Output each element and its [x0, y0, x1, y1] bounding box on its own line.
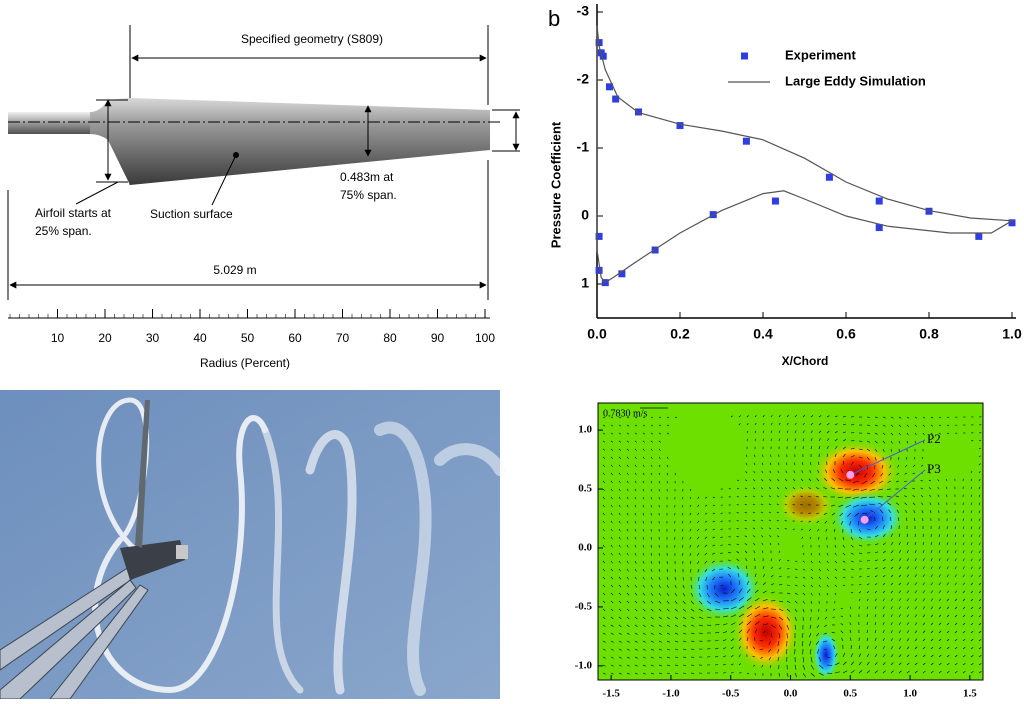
blade — [90, 98, 490, 185]
probe-point — [846, 471, 854, 479]
ruler-tick-label: 30 — [146, 331, 160, 345]
reference-vector: 0.7830 m/s — [603, 408, 648, 419]
y-tick-label: 0.0 — [578, 542, 592, 554]
ruler-tick-label: 70 — [336, 331, 350, 345]
x-tick-label: -1.0 — [662, 688, 680, 699]
data-point — [876, 198, 883, 205]
ruler-tick-label: 20 — [98, 331, 112, 345]
y-tick-label: -0.5 — [575, 600, 593, 612]
chord-note: 0.483m at — [340, 170, 394, 184]
y-tick-label: -3 — [577, 3, 590, 19]
ruler-label: Radius (Percent) — [200, 356, 290, 370]
x-tick-label: -0.5 — [722, 688, 740, 699]
x-tick-label: 1.0 — [1002, 326, 1022, 342]
y-tick-label: 1 — [581, 275, 589, 291]
cp-chart: b X/Chord Pressure Coefficient 0.0 0.2 0.4… — [548, 3, 1022, 368]
leader-line — [76, 182, 118, 204]
y-tick-label: -2 — [577, 71, 590, 87]
geometry-label: Specified geometry (S809) — [241, 32, 383, 46]
data-point — [975, 233, 982, 240]
y-axis-label: Pressure Coefficient — [548, 121, 563, 248]
y-tick-label: -1 — [577, 139, 590, 155]
y-tick-label: 0.5 — [578, 483, 592, 495]
y-tick-label: -1.0 — [575, 659, 593, 671]
point-label: P3 — [927, 461, 941, 476]
ruler-tick-label: 80 — [383, 331, 397, 345]
ruler-tick-label: 40 — [193, 331, 207, 345]
x-tick-label: 1.0 — [903, 688, 917, 699]
x-tick-label: 0.5 — [843, 688, 857, 699]
x-tick-label: 0.2 — [670, 326, 690, 342]
data-point — [596, 267, 603, 274]
x-tick-label: -1.5 — [602, 688, 620, 699]
x-tick-label: 0.0 — [587, 326, 607, 342]
contour-chart: 0.7830 m/s -1.5 -1.0 -0.5 0.0 0.5 1.0 1.5 1.0 0.… — [575, 403, 983, 699]
airfoil-note: Airfoil starts at — [35, 206, 112, 220]
line-series — [597, 26, 1012, 283]
data-point — [826, 174, 833, 181]
data-point — [772, 198, 779, 205]
chord-note: 75% span. — [340, 188, 397, 202]
blade-diagram: Specified geometry (S809) Airfoil starts… — [8, 25, 520, 370]
ruler-tick-label: 50 — [241, 331, 255, 345]
ruler: 10 20 30 40 50 60 70 80 90 100 — [10, 309, 495, 345]
x-tick-label: 1.5 — [963, 688, 977, 699]
length-label: 5.029 m — [213, 263, 256, 277]
point-label: P2 — [927, 431, 941, 446]
ruler-tick-label: 60 — [288, 331, 302, 345]
panel-label: b — [548, 6, 560, 31]
x-tick-label: 0.4 — [753, 326, 773, 342]
x-tick-label: 0.6 — [836, 326, 856, 342]
x-axis-label: X/Chord — [782, 354, 829, 368]
photo — [0, 390, 500, 699]
y-tick-label: 0 — [581, 207, 589, 223]
x-tick-label: 0.0 — [784, 688, 798, 699]
y-tick-label: 1.0 — [578, 424, 592, 436]
data-point — [743, 138, 750, 145]
hub — [8, 112, 93, 134]
ruler-tick-label: 10 — [51, 331, 65, 345]
legend-marker — [741, 53, 748, 60]
x-tick-label: 0.8 — [919, 326, 939, 342]
suction-label: Suction surface — [150, 207, 233, 221]
ruler-tick-label: 90 — [431, 331, 445, 345]
airfoil-note: 25% span. — [35, 224, 92, 238]
probe-point — [861, 516, 869, 524]
legend-label: Experiment — [785, 47, 856, 62]
legend-label: Large Eddy Simulation — [785, 73, 926, 88]
ruler-tick-label: 100 — [475, 331, 495, 345]
